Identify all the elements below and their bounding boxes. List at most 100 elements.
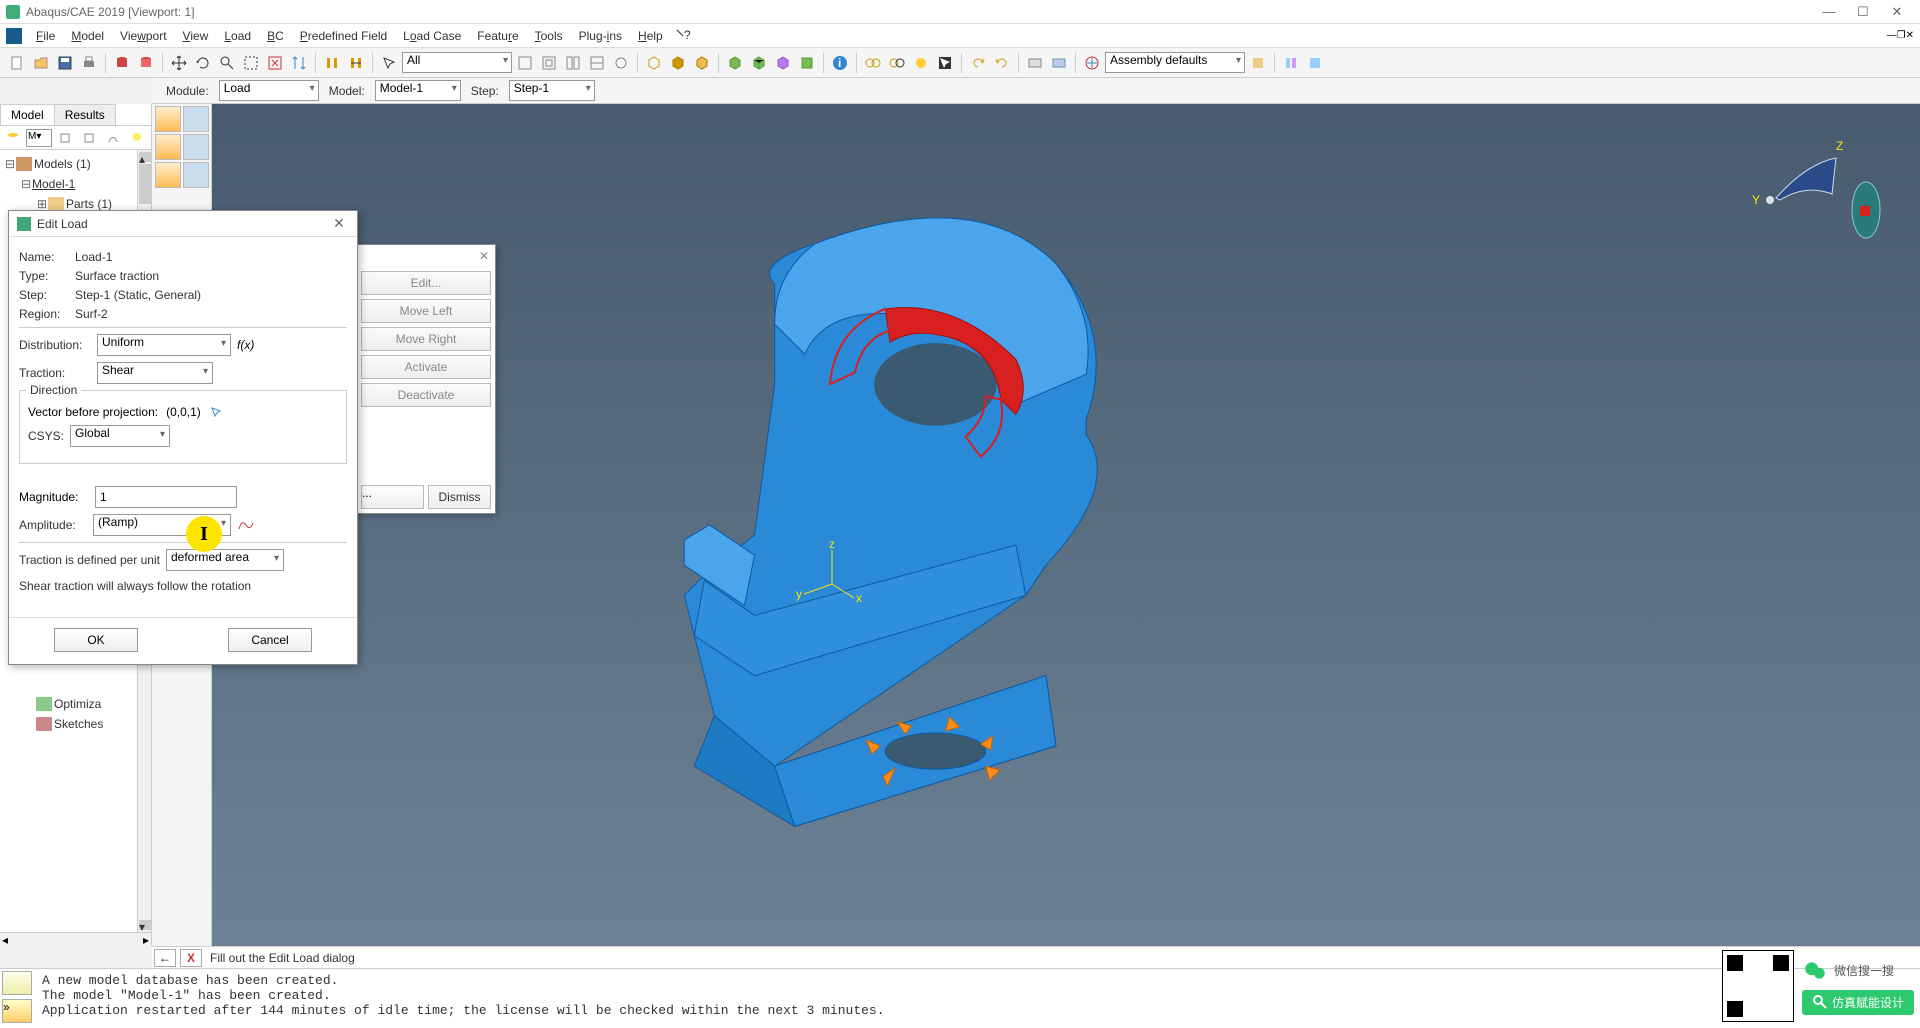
- menu-view[interactable]: View: [175, 27, 217, 45]
- view-triad[interactable]: Z Y X: [1736, 134, 1896, 264]
- info-icon[interactable]: i: [829, 52, 851, 74]
- ok-button[interactable]: OK: [54, 628, 138, 652]
- mesh1-icon[interactable]: [724, 52, 746, 74]
- render-style-select[interactable]: Assembly defaults: [1105, 52, 1245, 73]
- tool-load-create-icon[interactable]: [155, 106, 181, 132]
- db2-icon[interactable]: [135, 52, 157, 74]
- model-select[interactable]: Model-1: [375, 80, 461, 101]
- zoom-icon[interactable]: [216, 52, 238, 74]
- tree-model-1[interactable]: Model-1: [32, 177, 75, 191]
- tree-b3-icon[interactable]: [102, 127, 124, 149]
- module-select[interactable]: Load: [219, 80, 319, 101]
- dialog-close-icon[interactable]: ✕: [329, 215, 349, 232]
- menu-feature[interactable]: Feature: [469, 27, 526, 45]
- manager-move-right-button[interactable]: Move Right: [361, 327, 491, 351]
- csys-select[interactable]: Global: [70, 425, 170, 447]
- mdi-minimize-button[interactable]: —: [1887, 30, 1897, 41]
- amplitude-plot-icon[interactable]: [237, 517, 255, 533]
- mesh3-icon[interactable]: [772, 52, 794, 74]
- menu-model[interactable]: Model: [63, 27, 112, 45]
- select-icon[interactable]: [378, 52, 400, 74]
- menu-predefined-field[interactable]: Predefined Field: [292, 27, 395, 45]
- edit-vector-icon[interactable]: [209, 405, 223, 419]
- g2-icon[interactable]: [1048, 52, 1070, 74]
- save-icon[interactable]: [54, 52, 76, 74]
- tree-b2-icon[interactable]: [78, 127, 100, 149]
- minimize-button[interactable]: —: [1812, 2, 1846, 22]
- tree-filter-field[interactable]: M▾: [26, 129, 52, 147]
- seed2-icon[interactable]: [345, 52, 367, 74]
- iso3-icon[interactable]: [691, 52, 713, 74]
- magnitude-input[interactable]: [95, 486, 237, 508]
- cycle-icon[interactable]: [288, 52, 310, 74]
- t5-icon[interactable]: [610, 52, 632, 74]
- print-icon[interactable]: [78, 52, 100, 74]
- mesh4-icon[interactable]: [796, 52, 818, 74]
- tree-sketches[interactable]: Sketches: [54, 717, 103, 731]
- msg-btn1-icon[interactable]: [2, 971, 32, 995]
- t2-icon[interactable]: [538, 52, 560, 74]
- new-icon[interactable]: [6, 52, 28, 74]
- prompt-cancel-icon[interactable]: X: [180, 949, 202, 967]
- menu-load[interactable]: Load: [216, 27, 259, 45]
- c2-icon[interactable]: [886, 52, 908, 74]
- open-icon[interactable]: [30, 52, 52, 74]
- tree-optimiza[interactable]: Optimiza: [54, 697, 101, 711]
- menu-file[interactable]: File: [28, 27, 63, 45]
- selection-filter-select[interactable]: All: [402, 52, 512, 73]
- r3-icon[interactable]: [1304, 52, 1326, 74]
- msg-btn2-icon[interactable]: »: [2, 999, 32, 1023]
- context-help-icon[interactable]: ?: [675, 28, 691, 44]
- c3-icon[interactable]: [910, 52, 932, 74]
- fx-icon[interactable]: f(x): [237, 338, 254, 352]
- t1-icon[interactable]: [514, 52, 536, 74]
- tree-filter-icon[interactable]: [2, 127, 24, 149]
- tool-pf-manager-icon[interactable]: [183, 162, 209, 188]
- manager-close-icon[interactable]: ✕: [479, 249, 489, 263]
- menu-load-case[interactable]: Load Case: [395, 27, 469, 45]
- cancel-button[interactable]: Cancel: [228, 628, 312, 652]
- manager-move-left-button[interactable]: Move Left: [361, 299, 491, 323]
- mdi-restore-button[interactable]: ❐: [1897, 30, 1906, 41]
- redo-icon[interactable]: [991, 52, 1013, 74]
- db1-icon[interactable]: [111, 52, 133, 74]
- maximize-button[interactable]: ☐: [1846, 2, 1880, 22]
- t3-icon[interactable]: [562, 52, 584, 74]
- prompt-back-icon[interactable]: ←: [154, 949, 176, 967]
- rotate-icon[interactable]: [192, 52, 214, 74]
- manager-edit-button[interactable]: Edit...: [361, 271, 491, 295]
- manager-dismiss-button[interactable]: Dismiss: [428, 485, 491, 509]
- traction-select[interactable]: Shear: [97, 362, 213, 384]
- tool-bc-manager-icon[interactable]: [183, 134, 209, 160]
- pan-icon[interactable]: [168, 52, 190, 74]
- g1-icon[interactable]: [1024, 52, 1046, 74]
- iso2-icon[interactable]: [667, 52, 689, 74]
- step-select[interactable]: Step-1: [509, 80, 595, 101]
- fit-icon[interactable]: [264, 52, 286, 74]
- close-button[interactable]: ✕: [1880, 2, 1914, 22]
- tree-models[interactable]: Models (1): [34, 157, 91, 171]
- tree-hscroll[interactable]: ◂▸: [0, 932, 151, 946]
- menu-viewport[interactable]: Viewport: [112, 27, 175, 45]
- zoombox-icon[interactable]: [240, 52, 262, 74]
- tool-load-manager-icon[interactable]: [183, 106, 209, 132]
- menu-plugins[interactable]: Plug-ins: [571, 27, 630, 45]
- r1-icon[interactable]: [1247, 52, 1269, 74]
- viewport[interactable]: Z Y X z y x: [212, 104, 1920, 946]
- undo-icon[interactable]: [967, 52, 989, 74]
- wechat-channel-button[interactable]: 仿真赋能设计: [1802, 990, 1914, 1015]
- distribution-select[interactable]: Uniform: [97, 334, 231, 356]
- manager-deactivate-button[interactable]: Deactivate: [361, 383, 491, 407]
- tree-bulb-icon[interactable]: [126, 127, 148, 149]
- t4-icon[interactable]: [586, 52, 608, 74]
- tab-results[interactable]: Results: [54, 104, 116, 125]
- tab-model[interactable]: Model: [0, 104, 55, 125]
- mesh2-icon[interactable]: [748, 52, 770, 74]
- iso1-icon[interactable]: [643, 52, 665, 74]
- manager-hidden-button[interactable]: ...: [361, 485, 424, 509]
- manager-activate-button[interactable]: Activate: [361, 355, 491, 379]
- perunit-select[interactable]: deformed area: [166, 549, 284, 571]
- menu-help[interactable]: Help: [630, 27, 671, 45]
- compass-icon[interactable]: [1081, 52, 1103, 74]
- tool-pf-create-icon[interactable]: [155, 162, 181, 188]
